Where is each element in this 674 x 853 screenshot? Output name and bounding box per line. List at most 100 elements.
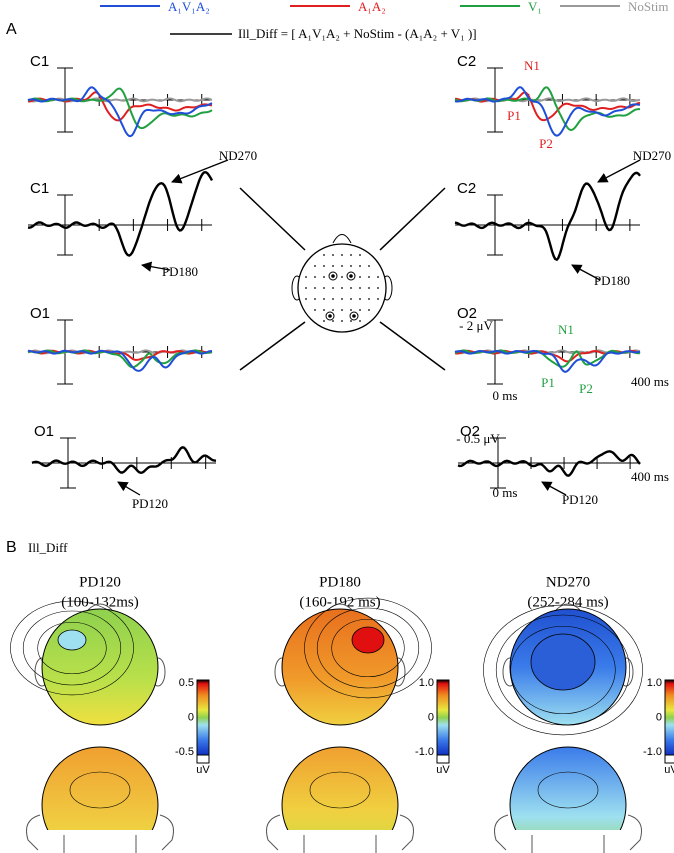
plot-label: O2	[457, 305, 477, 322]
waveform	[454, 349, 641, 373]
legend-label: NoStim	[628, 0, 668, 14]
ear	[627, 814, 642, 851]
electrode-line	[379, 187, 446, 251]
colorbar-label: 1.0	[419, 677, 434, 689]
annotation: ND270	[633, 148, 671, 163]
electrode-dot	[332, 298, 334, 300]
colorbar-unit: uV	[196, 764, 210, 776]
electrode-dot	[323, 254, 325, 256]
annotation-arrow	[140, 261, 171, 272]
electrode-dot	[323, 276, 325, 278]
electrode-ring	[346, 271, 356, 281]
electrode-dot	[377, 287, 379, 289]
difference-wave	[457, 450, 641, 477]
electrode-dot	[332, 254, 334, 256]
waveform	[27, 349, 213, 372]
contour	[537, 771, 599, 809]
annotation-arrow	[541, 481, 567, 496]
colorbar-label: 0.5	[179, 677, 194, 689]
annotation: 400 ms	[631, 374, 669, 389]
contour	[10, 600, 134, 696]
plot-label: O2	[460, 423, 480, 440]
electrode-dot	[323, 265, 325, 267]
plot-label: O1	[30, 305, 50, 322]
contour	[22, 610, 122, 686]
electrode-dot	[341, 254, 343, 256]
waveform	[27, 91, 212, 122]
contour	[495, 614, 631, 726]
electrode-dot	[305, 298, 307, 300]
electrode-dot	[323, 287, 325, 289]
plot-label: C1	[30, 180, 49, 197]
electrode-dot	[350, 287, 352, 289]
difference-wave	[454, 171, 641, 262]
waveform	[454, 86, 641, 137]
map-title: PD180	[319, 574, 361, 590]
electrode-dot	[323, 309, 325, 311]
contour	[510, 625, 616, 715]
annotation: N1	[558, 322, 574, 337]
topomap	[281, 746, 399, 853]
electrode-dot	[341, 265, 343, 267]
annotation: P1	[507, 108, 521, 123]
annotation-arrow	[597, 159, 641, 183]
nose	[332, 234, 352, 244]
electrode-dot	[359, 287, 361, 289]
annotation-arrow	[171, 159, 229, 184]
waveform	[27, 97, 213, 103]
colorbar-unit: uV	[436, 764, 450, 776]
electrode-dot	[341, 309, 343, 311]
topomap-extremum	[57, 629, 87, 651]
electrode	[328, 314, 332, 318]
annotation: PD180	[594, 273, 630, 288]
electrode-dot	[359, 276, 361, 278]
electrode-dot	[341, 287, 343, 289]
electrode-dot	[377, 298, 379, 300]
electrode-dot	[350, 309, 352, 311]
annotation: - 2 μV	[459, 318, 493, 333]
electrode-dot	[323, 298, 325, 300]
electrode-dot	[368, 309, 370, 311]
ear	[159, 814, 174, 851]
electrode-dot	[359, 265, 361, 267]
electrode-dot	[341, 276, 343, 278]
electrode-dot	[341, 320, 343, 322]
annotation: - 0.5 μV	[456, 431, 500, 446]
electrode	[331, 274, 335, 278]
electrode-dot	[314, 276, 316, 278]
electrode-line	[239, 321, 306, 371]
colorbar-label: 0	[188, 711, 194, 723]
plot-label: O1	[34, 423, 54, 440]
electrode-dot	[350, 320, 352, 322]
electrode-dot	[359, 298, 361, 300]
topomap	[281, 608, 399, 726]
ear	[399, 814, 414, 851]
electrode-dot	[368, 287, 370, 289]
panel-label: A	[6, 21, 17, 38]
condition-label: Ill_Diff	[28, 540, 68, 555]
electrode-line	[379, 321, 446, 371]
electrode-dot	[368, 298, 370, 300]
annotation: 0 ms	[493, 388, 518, 403]
annotation: P2	[579, 381, 593, 396]
electrode-dot	[314, 287, 316, 289]
electrode-dot	[332, 320, 334, 322]
colorbar-label: 0	[428, 711, 434, 723]
annotation-arrow	[571, 264, 601, 281]
colorbar-label: 0	[656, 711, 662, 723]
electrode-dot	[305, 276, 307, 278]
electrode-dot	[350, 254, 352, 256]
contour	[309, 771, 371, 809]
topomap	[41, 608, 159, 726]
electrode-dot	[350, 298, 352, 300]
contour	[304, 597, 432, 699]
topomap-extremum	[351, 626, 385, 654]
electrode-dot	[341, 298, 343, 300]
panel-label: B	[6, 539, 17, 556]
electrode-dot	[332, 265, 334, 267]
colorbar-under	[664, 754, 674, 764]
colorbar-label: -1.0	[643, 746, 662, 758]
electrode-dot	[359, 320, 361, 322]
